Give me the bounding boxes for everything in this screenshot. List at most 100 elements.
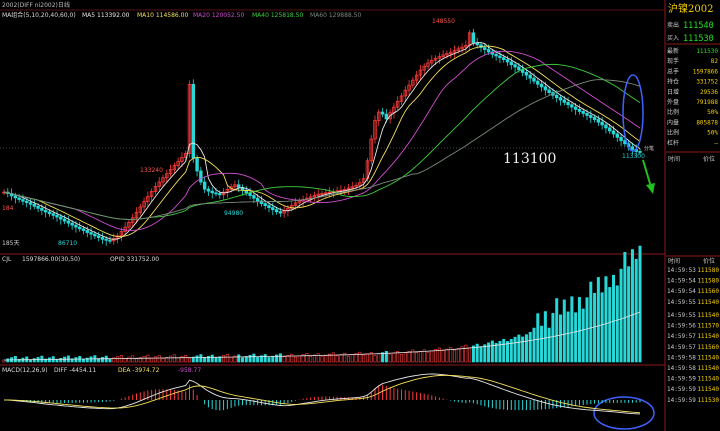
- candle: [134, 207, 139, 224]
- volume-bar: [293, 356, 297, 363]
- candle: [255, 194, 260, 207]
- volume-bar: [487, 342, 491, 363]
- ma10-label: MA10 114586.00: [137, 12, 188, 19]
- volume-bar: [396, 351, 400, 363]
- volume-bar: [434, 349, 438, 363]
- candle: [327, 187, 332, 198]
- volume-bar: [256, 356, 260, 363]
- volume-bar: [475, 343, 479, 363]
- period-label[interactable]: 日线: [58, 1, 70, 9]
- volume-bar: [350, 354, 354, 363]
- candle: [32, 199, 36, 210]
- volume-bar: [248, 354, 252, 363]
- tick-time: 14:59:55: [667, 299, 696, 306]
- candle: [437, 52, 442, 64]
- candle: [528, 71, 532, 84]
- tick-price: 111560: [697, 344, 719, 351]
- sidebar-row-value: —: [714, 140, 718, 147]
- volume-bar: [214, 357, 218, 363]
- volume-bar: [241, 357, 245, 363]
- candle: [157, 177, 161, 191]
- macd-diff-line: [3, 373, 641, 415]
- sidebar-row-label: 比例: [667, 108, 679, 116]
- volume-bar: [540, 325, 544, 363]
- volume-bar: [13, 355, 17, 363]
- candle: [354, 182, 358, 191]
- symbol-tag: 2002(DIFF ni2002): [2, 2, 58, 9]
- volume-bar: [604, 276, 608, 363]
- volume-bar: [180, 356, 184, 363]
- tick-price: 111540: [697, 312, 719, 319]
- volume-bar: [415, 352, 419, 363]
- sidebar: 沪镍2002 卖出 111540 买入 111530 最新 111530 现手 82 总…: [666, 0, 720, 431]
- candle: [62, 215, 67, 225]
- candle: [17, 193, 21, 203]
- volume-bar: [150, 357, 154, 363]
- volume-bar: [381, 352, 385, 363]
- volume-bar: [328, 353, 332, 363]
- volume-bar: [278, 353, 282, 363]
- sidebar-row-label: 杠杆: [667, 139, 679, 147]
- volume-bar: [85, 357, 89, 363]
- tick-price: 111540: [697, 376, 719, 383]
- candle: [399, 92, 404, 106]
- col-price-2: 价位: [703, 257, 715, 265]
- volume-bar: [252, 353, 256, 363]
- candle: [388, 109, 392, 124]
- ma20-line: [3, 50, 641, 231]
- tick-time: 14:59:59: [667, 397, 696, 404]
- candle: [221, 188, 226, 200]
- volume-bar: [543, 311, 547, 363]
- volume-bar: [59, 357, 63, 363]
- sidebar-title: 沪镍2002: [668, 2, 713, 15]
- candle: [577, 104, 582, 115]
- tick-price: 111540: [697, 354, 719, 361]
- tick-price: 111540: [697, 333, 719, 340]
- tick-price: 111540: [697, 365, 719, 372]
- volume-bar: [570, 296, 574, 363]
- sidebar-row-value: 111530: [696, 48, 718, 55]
- tick-price: 111570: [697, 323, 719, 330]
- volume-bar: [267, 357, 271, 363]
- volume-bar: [354, 353, 358, 363]
- volume-bar: [490, 340, 494, 363]
- candle: [70, 220, 74, 230]
- candle: [449, 48, 453, 59]
- volume-bar: [460, 346, 464, 363]
- candle: [131, 213, 135, 228]
- volume-bar: [623, 252, 627, 363]
- candle: [464, 40, 468, 52]
- candle: [176, 157, 180, 171]
- volume-bar: [494, 342, 498, 363]
- volume-bar: [574, 312, 578, 363]
- sidebar-row-value: 791988: [696, 99, 718, 106]
- volume-bar: [331, 352, 335, 363]
- volume-bar: [222, 355, 226, 363]
- volume-bar: [157, 355, 161, 363]
- sidebar-row-label: 最新: [667, 47, 679, 55]
- volume-bar: [233, 355, 237, 363]
- volume-bar: [517, 334, 521, 363]
- volume-bar: [619, 268, 623, 363]
- candle: [619, 133, 623, 147]
- candle: [414, 71, 419, 85]
- volume-bar: [112, 357, 116, 363]
- candle: [483, 43, 487, 56]
- volume-bar: [131, 355, 135, 363]
- candle: [180, 152, 184, 168]
- tick-time: 14:59:53: [667, 267, 696, 274]
- tick-price: 111560: [697, 288, 719, 295]
- volume-bar: [206, 355, 210, 363]
- candle: [581, 108, 585, 118]
- volume-bar: [608, 287, 612, 363]
- sidebar-row-value: 1597866: [693, 68, 719, 75]
- candle: [411, 77, 415, 89]
- sidebar-row-label: 外盘: [667, 98, 679, 106]
- candle: [142, 197, 146, 211]
- volume-bar: [577, 297, 581, 363]
- volume-bar: [191, 356, 195, 363]
- ma60-label: MA60 129888.50: [310, 12, 361, 19]
- candle: [524, 69, 529, 80]
- volume-bar: [172, 354, 176, 363]
- macd-diff-label: DIFF -4454.11: [54, 367, 96, 374]
